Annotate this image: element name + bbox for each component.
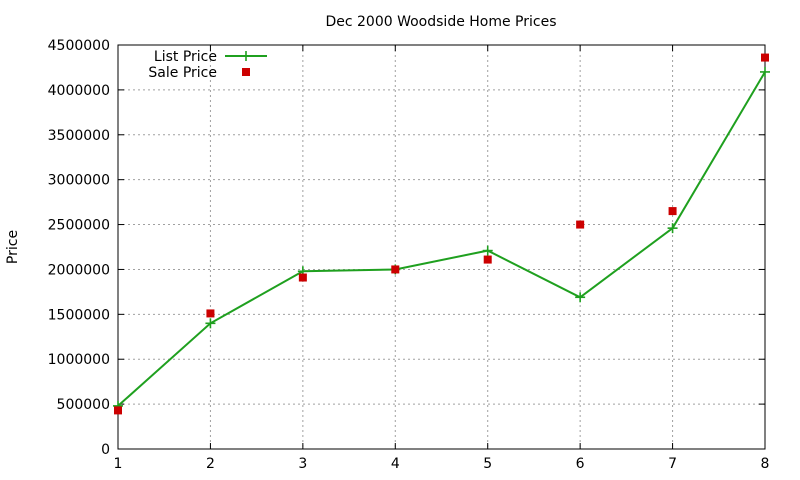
legend-label: List Price (154, 49, 217, 65)
x-tick-label: 2 (206, 456, 215, 472)
x-tick-label: 7 (668, 456, 677, 472)
grid (118, 45, 765, 449)
sale-price-point (668, 207, 677, 216)
y-tick-label: 4000000 (48, 83, 110, 99)
plot-frame (117, 44, 766, 450)
sale-price-point (206, 309, 215, 318)
y-tick-label: 4500000 (48, 38, 110, 54)
sale-price-point (391, 265, 400, 274)
y-tick-label: 2500000 (48, 218, 110, 234)
y-tick-label: 500000 (57, 397, 110, 413)
list-price-point (482, 245, 493, 256)
series (113, 53, 770, 415)
legend-square-swatch (242, 68, 250, 76)
x-tick-label: 6 (576, 456, 585, 472)
y-tick-label: 2000000 (48, 262, 110, 278)
list-price-point (205, 318, 216, 329)
sale-price-point (114, 406, 122, 415)
x-tick-label: 1 (114, 456, 123, 472)
y-tick-label: 1500000 (48, 307, 110, 323)
y-tick-label: 1000000 (48, 352, 110, 368)
x-ticks: 1 2 3 4 5 6 7 8 (114, 45, 770, 472)
sale-price-point (576, 220, 585, 229)
x-tick-label: 3 (298, 456, 307, 472)
list-price-point (575, 292, 586, 303)
legend-label: Sale Price (148, 65, 217, 81)
x-tick-label: 5 (483, 456, 492, 472)
y-tick-label: 0 (101, 442, 110, 458)
y-ticks: 0 500000 1000000 1500000 2000000 2500000 30000… (48, 38, 765, 458)
y-tick-label: 3000000 (48, 173, 110, 189)
y-axis-label: Price (5, 230, 21, 264)
sale-price-point (483, 255, 492, 264)
sale-price-point (761, 53, 769, 62)
x-tick-label: 4 (391, 456, 400, 472)
legend-cross-swatch (241, 51, 251, 61)
list-price-line (117, 71, 766, 407)
chart-title: Dec 2000 Woodside Home Prices (325, 14, 556, 30)
x-tick-label: 8 (761, 456, 770, 472)
y-tick-label: 3500000 (48, 128, 110, 144)
sale-price-point (298, 273, 307, 282)
list-price-point (667, 223, 678, 234)
list-price-point (760, 66, 770, 77)
